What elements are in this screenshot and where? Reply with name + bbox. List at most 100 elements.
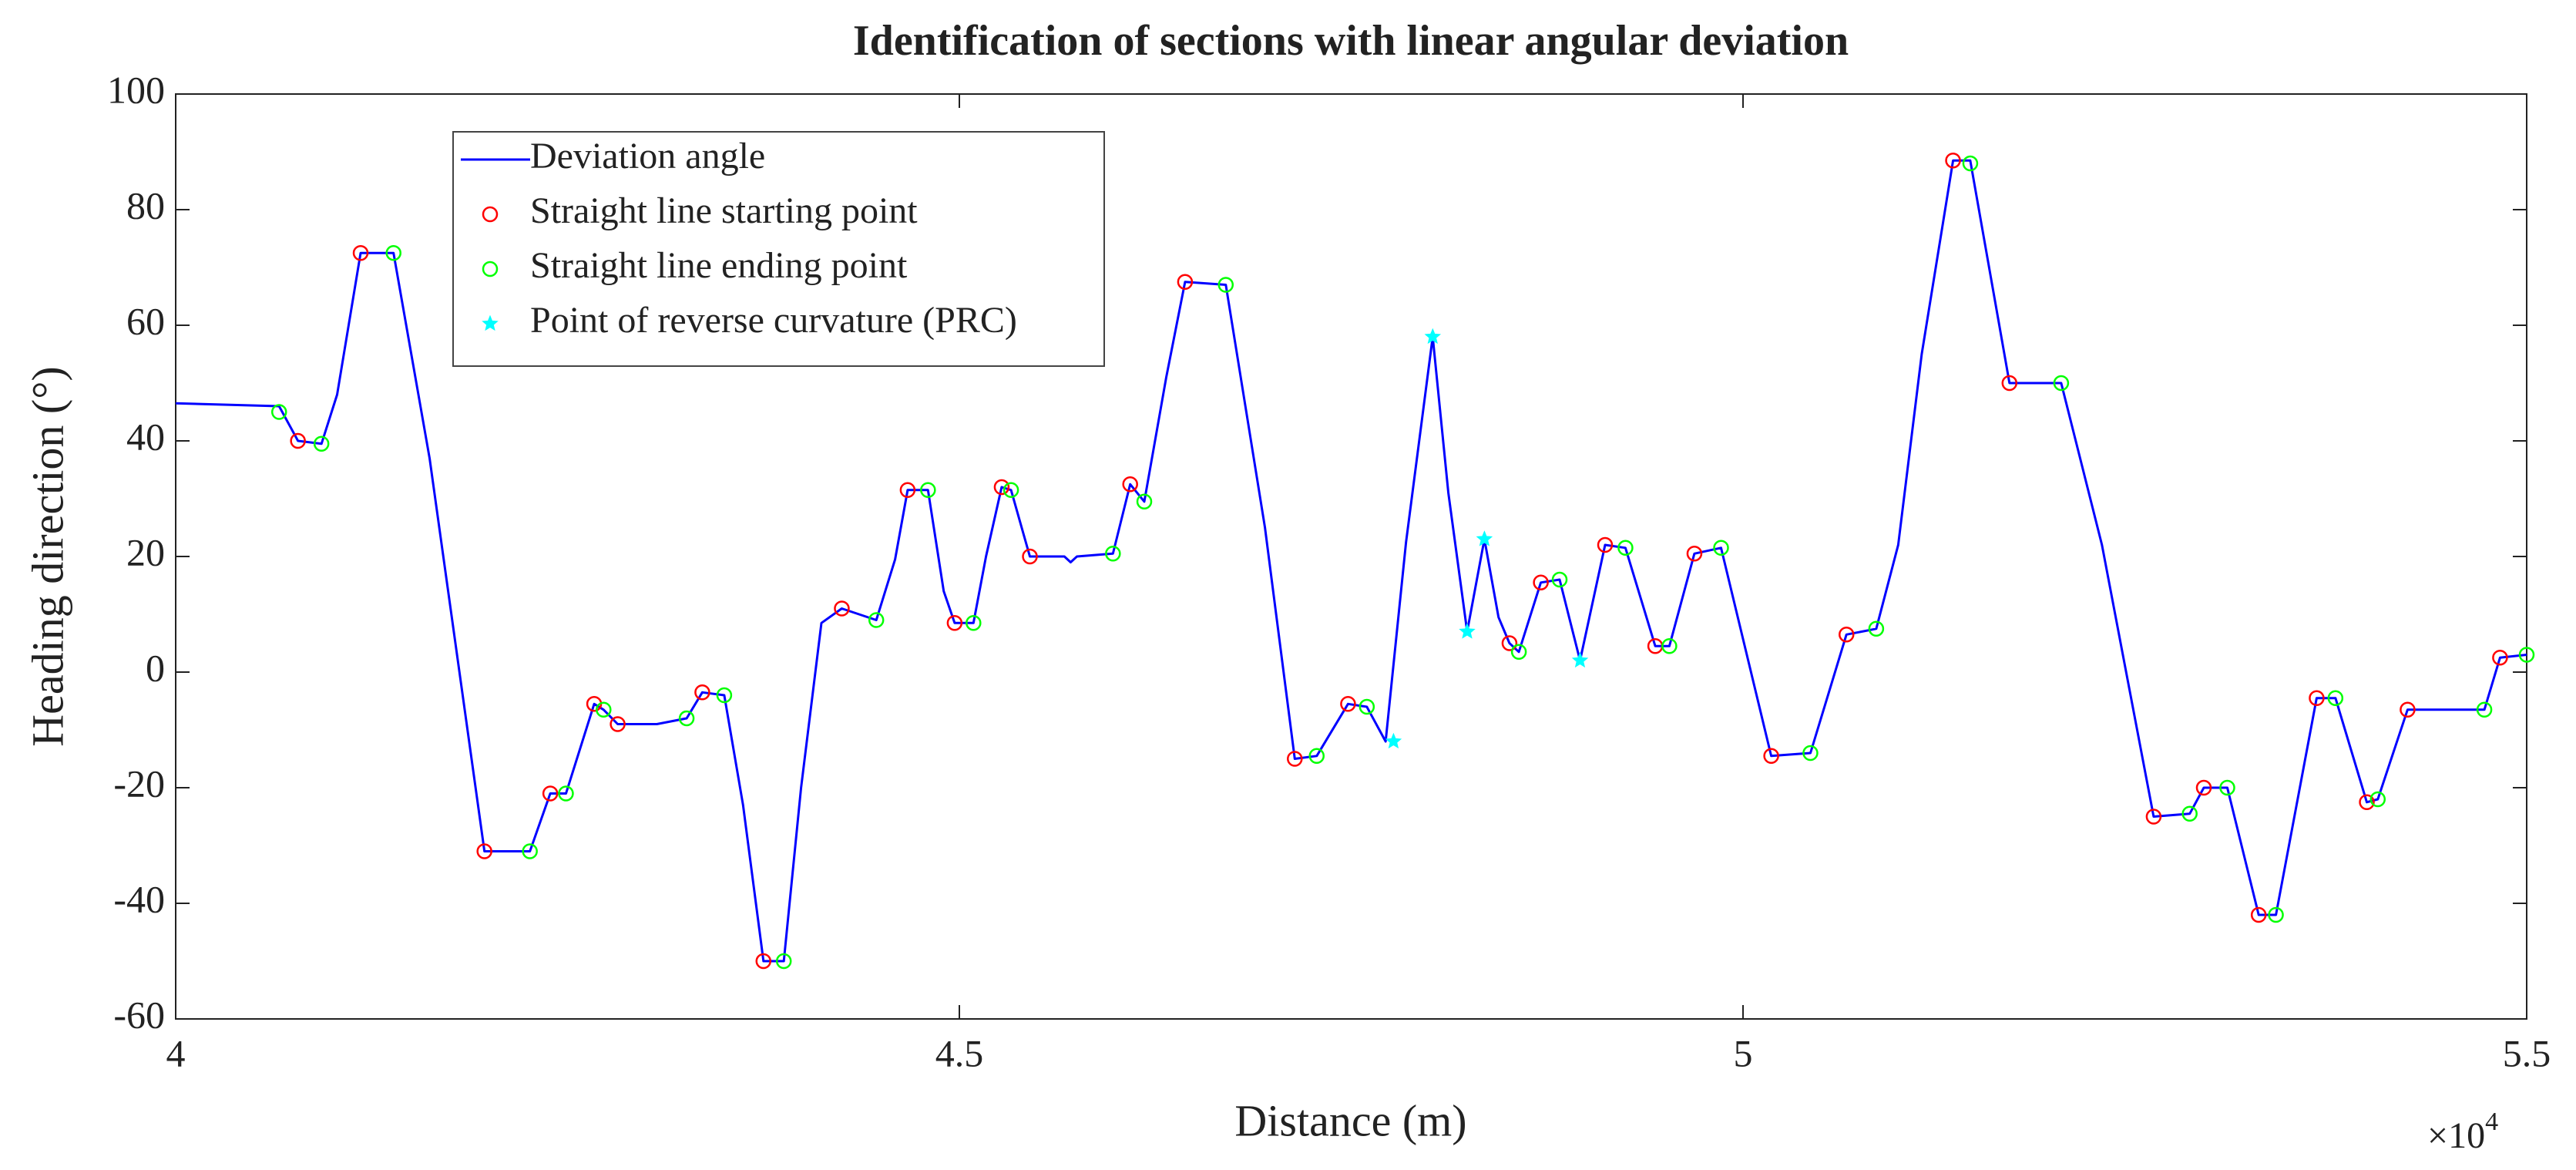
point-marker: [596, 701, 612, 718]
point-marker: [2309, 690, 2325, 706]
point-marker: [1686, 546, 1703, 562]
point-marker: [694, 684, 710, 701]
point-marker: [966, 615, 982, 631]
x-tick-label: 5: [1734, 1031, 1753, 1074]
point-marker: [1308, 748, 1325, 764]
point-marker: [1476, 530, 1493, 546]
point-marker: [1003, 482, 1019, 498]
legend-box: [452, 131, 1105, 367]
point-marker: [1802, 745, 1819, 762]
y-tick-label: 40: [126, 415, 165, 458]
x-tick-label: 4: [166, 1031, 186, 1074]
point-marker: [1122, 476, 1138, 493]
y-tick-label: -40: [113, 877, 165, 920]
point-marker: [1501, 635, 1518, 651]
y-tick-label: -20: [113, 762, 165, 805]
legend-marker: [482, 261, 499, 277]
point-marker: [1424, 328, 1442, 345]
point-marker: [2492, 650, 2508, 666]
point-marker: [558, 785, 574, 802]
x-tick-label: 4.5: [935, 1031, 984, 1074]
point-marker: [1763, 748, 1779, 764]
point-marker: [385, 245, 401, 261]
x-axis-label: Distance (m): [1234, 1095, 1466, 1145]
x-tick-label: 5.5: [2503, 1031, 2551, 1074]
point-marker: [678, 710, 695, 727]
point-marker: [775, 953, 792, 970]
point-marker: [2195, 779, 2212, 796]
point-marker: [993, 479, 1010, 496]
point-marker: [1533, 574, 1549, 590]
x-multiplier-base: ×10: [2427, 1115, 2485, 1156]
point-marker: [755, 953, 771, 970]
legend-label: Point of reverse curvature (PRC): [530, 300, 1017, 341]
point-marker: [1713, 540, 1729, 556]
legend-label: Straight line ending point: [530, 245, 908, 286]
point-marker: [834, 600, 850, 617]
point-marker: [1177, 274, 1194, 290]
chart-title: Identification of sections with linear a…: [853, 17, 1849, 65]
point-marker: [2053, 375, 2070, 392]
y-tick-label: 60: [126, 299, 165, 342]
point-marker: [1340, 696, 1356, 712]
point-marker: [290, 432, 306, 449]
point-marker: [1551, 571, 1568, 588]
point-marker: [476, 843, 492, 859]
point-marker: [2359, 794, 2375, 810]
point-marker: [2219, 779, 2235, 796]
point-marker: [1962, 155, 1979, 172]
point-marker: [2001, 375, 2018, 392]
point-marker: [1359, 698, 1375, 715]
point-marker: [899, 482, 916, 498]
point-marker: [2327, 690, 2344, 706]
y-tick-label: 0: [146, 646, 165, 689]
point-marker: [1661, 638, 1678, 654]
point-marker: [1459, 623, 1476, 639]
point-marker: [1617, 540, 1634, 556]
point-marker: [2400, 701, 2416, 718]
legend-marker: [482, 206, 499, 223]
point-marker: [2369, 791, 2386, 808]
point-marker: [313, 435, 330, 452]
point-marker: [1945, 153, 1961, 169]
legend-label: Deviation angle: [530, 136, 765, 177]
point-marker: [716, 687, 733, 704]
point-marker: [1136, 493, 1153, 509]
point-marker: [2476, 701, 2493, 718]
point-marker: [542, 785, 559, 802]
x-multiplier: ×104: [2427, 1108, 2498, 1156]
point-marker: [522, 843, 538, 859]
y-axis-label: Heading direction (°): [22, 366, 72, 746]
point-marker: [868, 612, 885, 628]
point-marker: [1287, 751, 1303, 767]
point-marker: [1510, 644, 1527, 660]
plot-frame: [175, 93, 2527, 1020]
y-tick-label: 100: [107, 68, 165, 111]
point-marker: [946, 615, 963, 631]
y-tick-label: 80: [126, 183, 165, 227]
y-tick-label: -60: [113, 993, 165, 1036]
deviation-line: [175, 159, 2527, 963]
point-marker: [1022, 548, 1038, 565]
y-tick-label: 20: [126, 530, 165, 573]
point-marker: [1597, 536, 1614, 553]
point-marker: [1105, 546, 1121, 562]
point-marker: [1385, 732, 1402, 749]
legend-label: Straight line starting point: [530, 190, 918, 231]
point-marker: [920, 482, 936, 498]
x-multiplier-exponent: 4: [2485, 1108, 2498, 1136]
point-marker: [2518, 647, 2535, 663]
point-marker: [270, 404, 287, 420]
point-marker: [2181, 805, 2198, 822]
point-marker: [1571, 651, 1589, 668]
point-marker: [2250, 906, 2267, 923]
point-marker: [2145, 809, 2162, 825]
point-marker: [2268, 906, 2284, 923]
point-marker: [610, 716, 626, 732]
point-marker: [1217, 277, 1234, 293]
point-marker: [1868, 620, 1885, 637]
legend-marker: [482, 314, 499, 331]
point-marker: [1838, 627, 1855, 643]
